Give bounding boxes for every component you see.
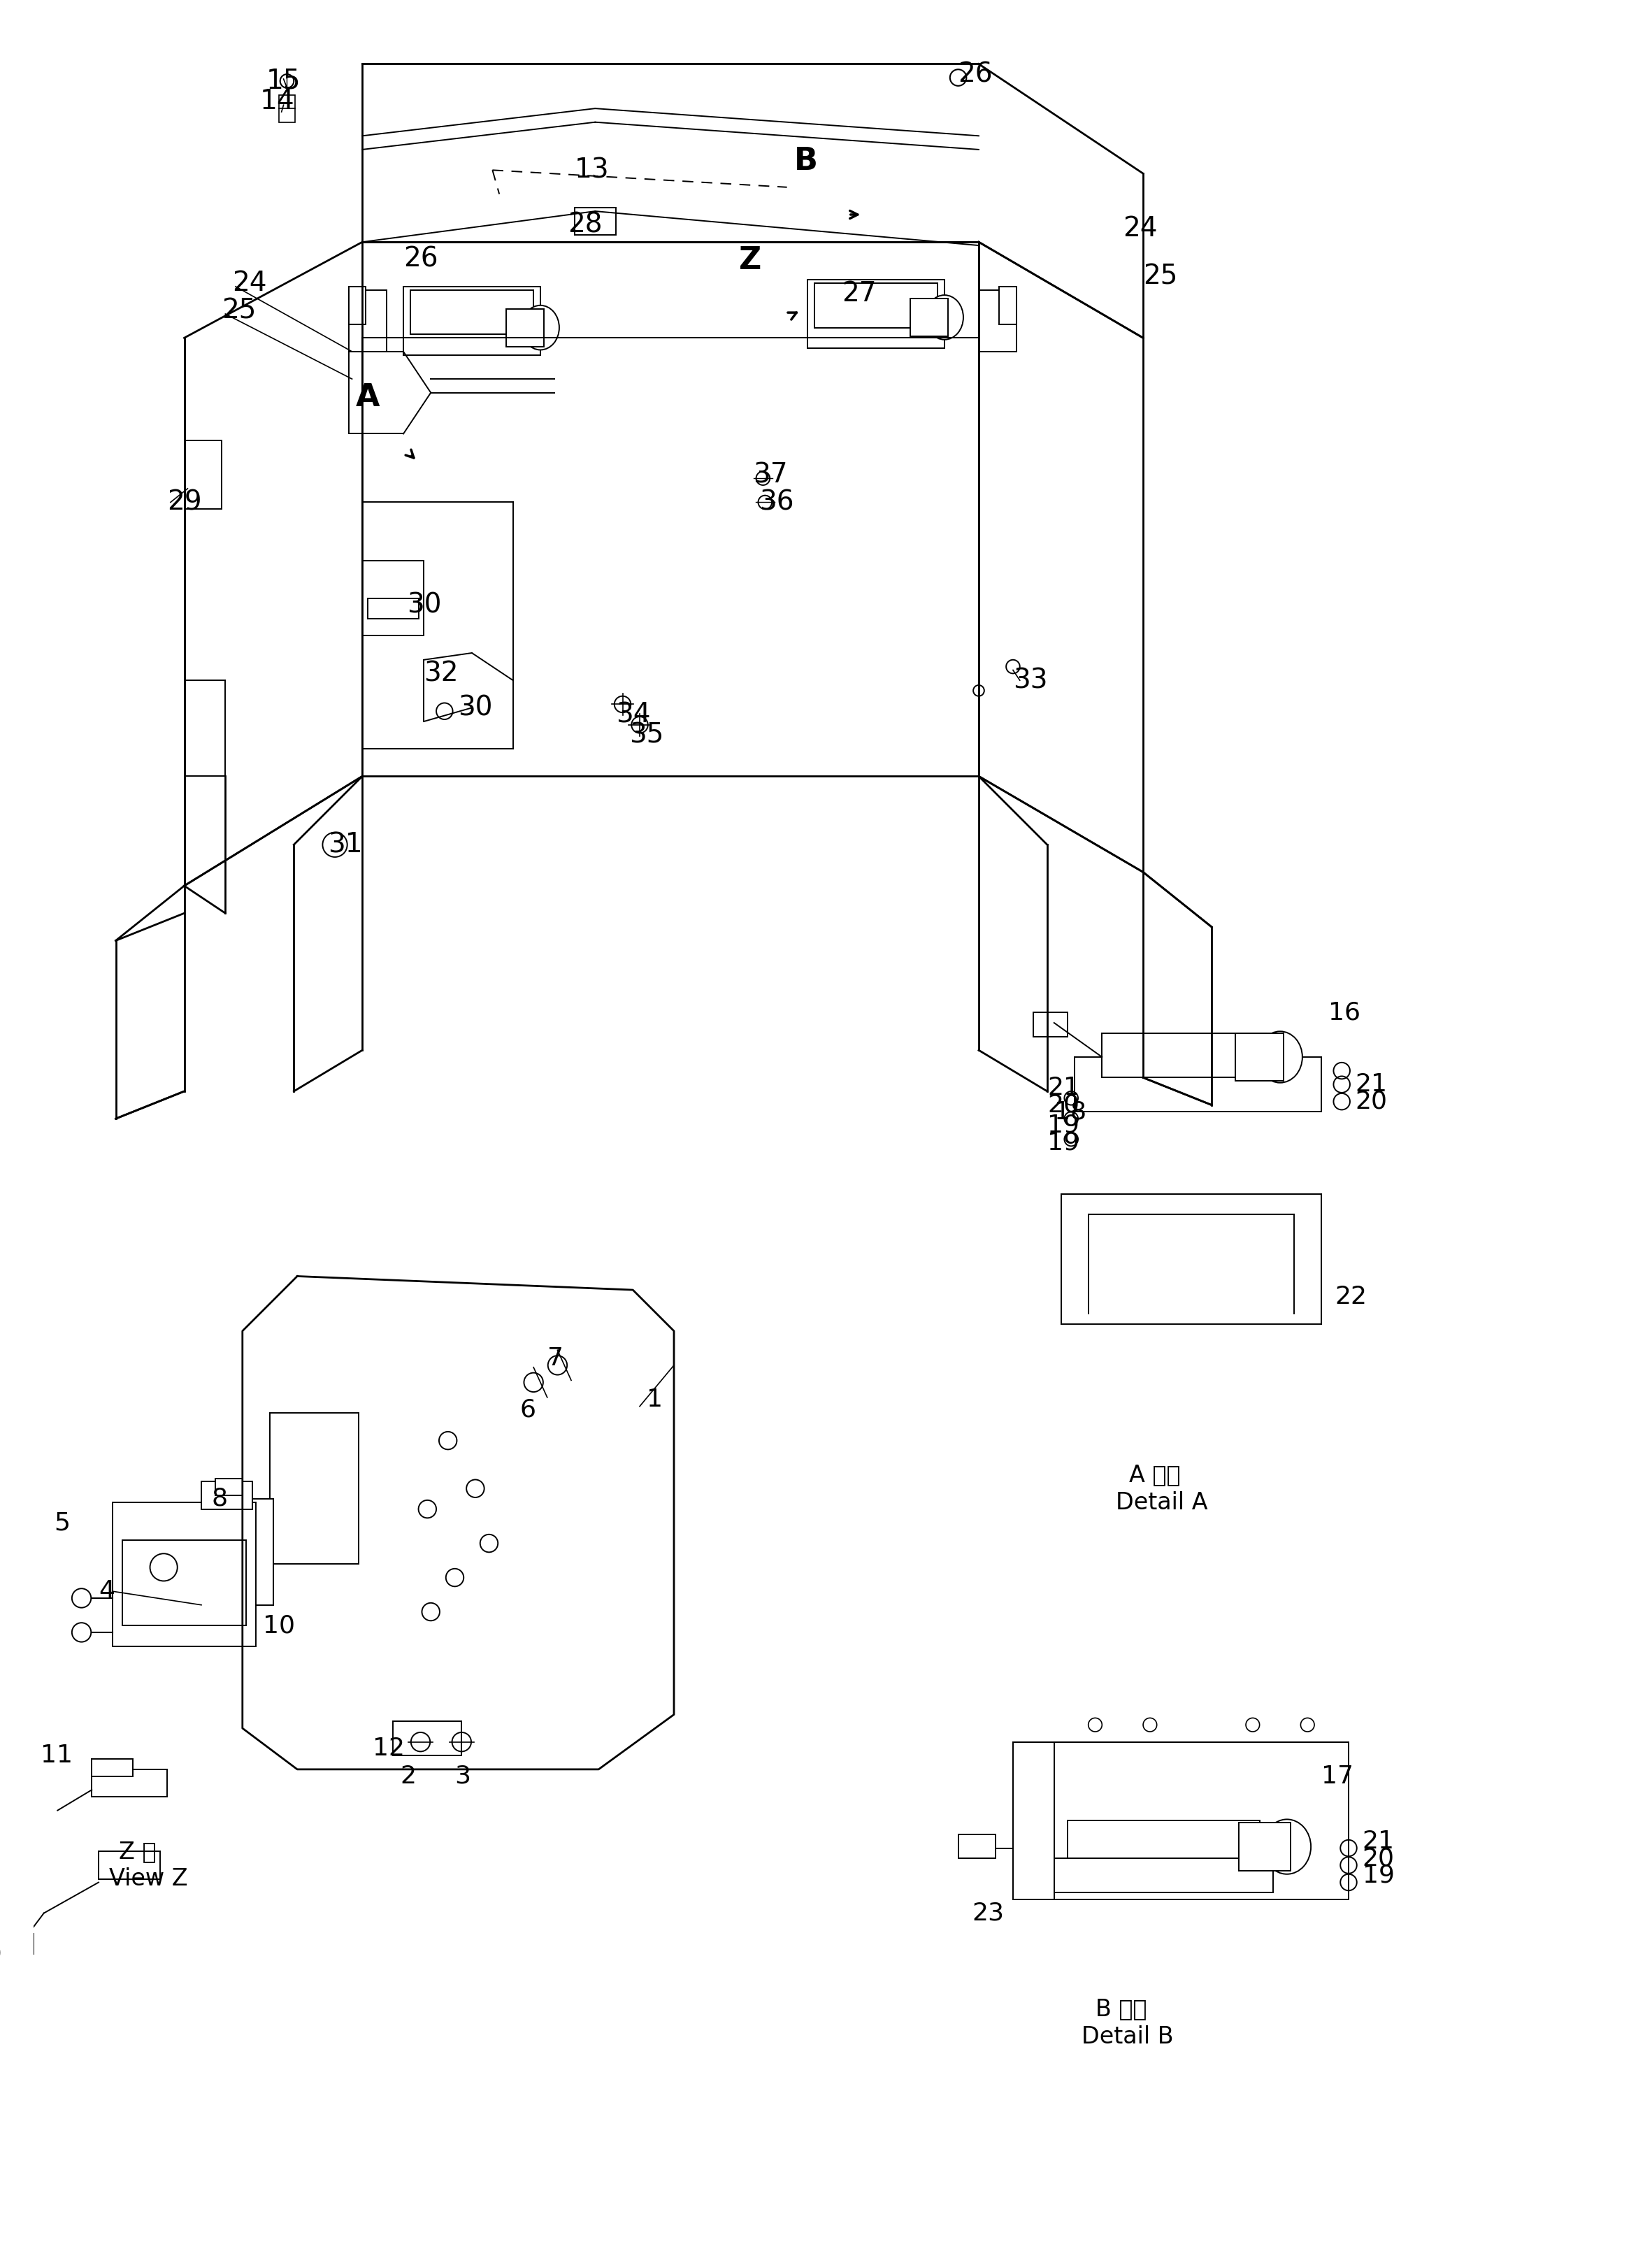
FancyBboxPatch shape bbox=[814, 283, 938, 328]
Text: 6: 6 bbox=[520, 1399, 535, 1421]
FancyBboxPatch shape bbox=[1102, 1032, 1267, 1077]
Text: 21: 21 bbox=[1047, 1075, 1079, 1100]
Text: 8: 8 bbox=[211, 1487, 228, 1511]
FancyBboxPatch shape bbox=[93, 1770, 167, 1797]
FancyBboxPatch shape bbox=[575, 207, 616, 236]
FancyBboxPatch shape bbox=[999, 286, 1016, 324]
Text: 36: 36 bbox=[760, 488, 795, 515]
Text: 18: 18 bbox=[1054, 1100, 1087, 1124]
Text: 2: 2 bbox=[400, 1763, 416, 1788]
Text: B: B bbox=[795, 146, 818, 175]
Text: 19: 19 bbox=[1047, 1131, 1079, 1154]
FancyBboxPatch shape bbox=[393, 1720, 461, 1756]
Text: 19: 19 bbox=[1047, 1113, 1079, 1138]
Text: A 詳細: A 詳細 bbox=[1130, 1464, 1181, 1487]
Text: 1: 1 bbox=[646, 1388, 662, 1412]
Text: 19: 19 bbox=[1363, 1864, 1394, 1887]
Text: Z: Z bbox=[738, 245, 762, 277]
Ellipse shape bbox=[925, 295, 963, 340]
FancyBboxPatch shape bbox=[269, 1412, 358, 1563]
Text: 21: 21 bbox=[1363, 1828, 1394, 1853]
Text: 12: 12 bbox=[373, 1736, 405, 1761]
FancyBboxPatch shape bbox=[978, 290, 1016, 351]
Text: 34: 34 bbox=[616, 702, 651, 729]
FancyBboxPatch shape bbox=[122, 1541, 246, 1626]
FancyBboxPatch shape bbox=[93, 1759, 132, 1777]
Ellipse shape bbox=[1257, 1032, 1302, 1082]
Text: 21: 21 bbox=[1355, 1073, 1388, 1095]
FancyBboxPatch shape bbox=[1236, 1032, 1284, 1082]
FancyBboxPatch shape bbox=[1013, 1743, 1348, 1900]
FancyBboxPatch shape bbox=[3, 1934, 33, 1954]
FancyBboxPatch shape bbox=[958, 1835, 996, 1858]
Text: 20: 20 bbox=[1047, 1093, 1079, 1118]
Text: 24: 24 bbox=[233, 270, 266, 297]
Text: 7: 7 bbox=[547, 1347, 563, 1370]
FancyBboxPatch shape bbox=[808, 279, 945, 349]
Text: 31: 31 bbox=[329, 832, 363, 859]
FancyBboxPatch shape bbox=[349, 290, 387, 351]
FancyBboxPatch shape bbox=[362, 560, 425, 636]
Text: 37: 37 bbox=[753, 461, 788, 488]
FancyBboxPatch shape bbox=[202, 1482, 253, 1509]
FancyBboxPatch shape bbox=[1074, 1057, 1322, 1111]
Text: 28: 28 bbox=[568, 211, 603, 238]
FancyBboxPatch shape bbox=[1061, 1194, 1322, 1325]
Text: 22: 22 bbox=[1335, 1284, 1368, 1309]
Text: 5: 5 bbox=[55, 1511, 69, 1534]
FancyBboxPatch shape bbox=[185, 441, 221, 508]
Text: Detail B: Detail B bbox=[1082, 2024, 1173, 2049]
Text: B 詳細: B 詳細 bbox=[1095, 1997, 1146, 2022]
Text: 23: 23 bbox=[971, 1900, 1004, 1925]
Text: 30: 30 bbox=[406, 591, 441, 618]
FancyBboxPatch shape bbox=[112, 1502, 256, 1646]
Text: 10: 10 bbox=[263, 1613, 296, 1637]
FancyBboxPatch shape bbox=[1067, 1822, 1259, 1871]
FancyBboxPatch shape bbox=[99, 1851, 160, 1878]
Text: 4: 4 bbox=[99, 1579, 114, 1604]
FancyBboxPatch shape bbox=[349, 286, 365, 324]
Text: 30: 30 bbox=[458, 695, 492, 722]
Text: A: A bbox=[355, 382, 380, 412]
FancyBboxPatch shape bbox=[910, 299, 948, 337]
Text: 3: 3 bbox=[454, 1763, 471, 1788]
Text: Detail A: Detail A bbox=[1115, 1491, 1208, 1514]
Text: 29: 29 bbox=[167, 488, 202, 515]
FancyBboxPatch shape bbox=[215, 1478, 243, 1496]
Text: 27: 27 bbox=[843, 281, 877, 306]
Text: 24: 24 bbox=[1123, 216, 1156, 241]
Text: 17: 17 bbox=[1322, 1763, 1353, 1788]
FancyBboxPatch shape bbox=[368, 598, 418, 618]
FancyBboxPatch shape bbox=[403, 286, 540, 355]
FancyBboxPatch shape bbox=[1054, 1858, 1274, 1894]
Text: 16: 16 bbox=[1328, 1001, 1360, 1023]
FancyBboxPatch shape bbox=[1034, 1012, 1067, 1037]
Text: 26: 26 bbox=[403, 245, 438, 272]
FancyBboxPatch shape bbox=[410, 290, 534, 335]
Ellipse shape bbox=[522, 306, 560, 351]
Text: 26: 26 bbox=[958, 61, 993, 88]
Text: 13: 13 bbox=[575, 157, 610, 184]
Text: 11: 11 bbox=[40, 1743, 73, 1768]
FancyBboxPatch shape bbox=[279, 94, 296, 121]
Text: 20: 20 bbox=[1363, 1846, 1394, 1871]
Text: 32: 32 bbox=[425, 661, 459, 686]
Text: 20: 20 bbox=[1355, 1091, 1388, 1113]
FancyBboxPatch shape bbox=[243, 1498, 273, 1606]
Text: Z 視: Z 視 bbox=[119, 1840, 157, 1862]
FancyBboxPatch shape bbox=[1239, 1822, 1290, 1871]
Text: 35: 35 bbox=[629, 722, 664, 749]
Text: 15: 15 bbox=[266, 67, 301, 94]
Text: 33: 33 bbox=[1013, 668, 1047, 693]
Text: View Z: View Z bbox=[109, 1867, 188, 1891]
Text: 25: 25 bbox=[221, 297, 256, 324]
Ellipse shape bbox=[1264, 1819, 1312, 1873]
Text: 25: 25 bbox=[1143, 263, 1178, 290]
Text: 14: 14 bbox=[259, 88, 294, 115]
FancyBboxPatch shape bbox=[506, 308, 544, 346]
